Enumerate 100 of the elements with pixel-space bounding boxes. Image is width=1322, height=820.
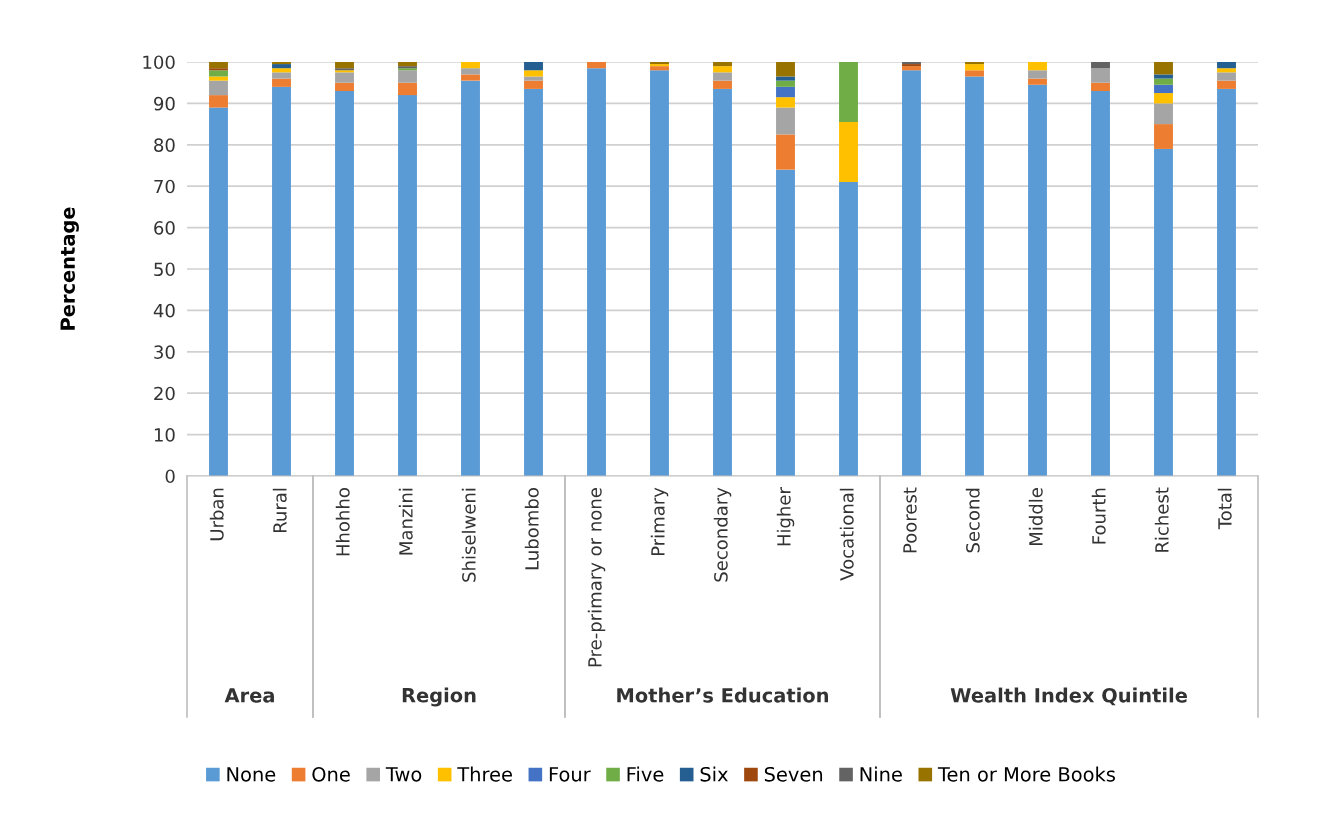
y-tick-label: 0 (165, 469, 175, 484)
legend-label: Three (457, 766, 512, 782)
bar (1091, 68, 1110, 83)
bar (776, 169, 795, 476)
bar (776, 107, 795, 135)
y-tick-label: 90 (154, 96, 175, 111)
bar (272, 72, 291, 79)
bar (272, 86, 291, 476)
bar (587, 68, 606, 476)
bar (335, 62, 354, 69)
bar (398, 82, 417, 96)
bar (398, 70, 417, 83)
bar (965, 76, 984, 476)
bar (398, 62, 417, 67)
bar (650, 66, 669, 71)
bar (524, 70, 543, 77)
bar (587, 62, 606, 69)
bar (1154, 124, 1173, 149)
bar (1091, 90, 1110, 476)
bar (209, 68, 228, 71)
y-tick-label: 30 (154, 345, 175, 359)
bar (524, 62, 543, 71)
bar (713, 66, 732, 73)
bar (1217, 80, 1236, 89)
bar (1028, 70, 1047, 79)
x-tick-label: Manzini (398, 488, 413, 555)
x-tick-label: Middle (1028, 488, 1043, 545)
bar (776, 80, 795, 87)
bar (965, 62, 984, 65)
bar (713, 80, 732, 89)
bar (461, 74, 480, 81)
bar (524, 88, 543, 476)
bar (965, 70, 984, 77)
y-tick-label: 100 (143, 55, 175, 70)
y-tick-label: 60 (154, 221, 175, 235)
text: Wealth Index Quintile (950, 687, 1187, 706)
bar (1154, 78, 1173, 85)
legend-label: Six (700, 766, 728, 782)
bar (1028, 62, 1047, 71)
x-tick-label: Primary (650, 487, 669, 556)
y-tick-label: 20 (154, 386, 175, 401)
x-tick-label: Urban (209, 488, 224, 541)
bar (398, 95, 417, 476)
text: Mother’s Education (617, 687, 828, 703)
bar (1028, 84, 1047, 476)
x-tick-label: Lubombo (524, 488, 539, 570)
x-tick-label: Vocational (839, 488, 854, 581)
bar (524, 80, 543, 89)
x-tick-label: Second (965, 488, 980, 553)
bar (272, 78, 291, 87)
legend-label: Seven (764, 766, 823, 782)
bar (524, 76, 543, 81)
x-tick-label: Shiselweni (461, 488, 476, 582)
bar (713, 62, 732, 67)
y-axis-title: Percentage (60, 207, 79, 330)
bar (1154, 74, 1173, 79)
text: Region (402, 687, 476, 707)
bar (902, 66, 921, 71)
bar (461, 62, 480, 69)
bar (1091, 82, 1110, 91)
bar (776, 97, 795, 108)
bar (1217, 68, 1236, 73)
bar (209, 80, 228, 96)
bar (209, 107, 228, 476)
x-tick-label: Total (1217, 488, 1232, 530)
bar (713, 72, 732, 81)
bar (1217, 62, 1236, 69)
bar (1217, 88, 1236, 476)
legend-label: Nine (860, 766, 902, 782)
x-tick-label: Pre-primary or none (587, 488, 606, 667)
legend-label: Ten or More Books (937, 766, 1115, 782)
bar (965, 64, 984, 71)
bar (335, 90, 354, 476)
y-tick-label: 50 (154, 262, 175, 277)
bar (209, 70, 228, 77)
x-tick-label: Secondary (713, 487, 732, 582)
legend-label: Four (549, 767, 591, 782)
bar (461, 80, 480, 476)
x-tick-label: Rural (272, 488, 287, 533)
bar (1154, 84, 1173, 94)
legend-label: One (312, 766, 350, 782)
bar (839, 182, 858, 476)
legend-label: Two (385, 767, 422, 782)
bar (209, 76, 228, 81)
bar (776, 62, 795, 77)
bar (1154, 103, 1173, 125)
bar (461, 68, 480, 75)
bar (650, 70, 669, 476)
x-tick-label: Hhohho (335, 488, 350, 556)
bar (272, 62, 291, 65)
bar (1154, 93, 1173, 104)
y-tick-label: 70 (154, 179, 175, 194)
bar (272, 64, 291, 69)
bar (1028, 78, 1047, 85)
bar (776, 76, 795, 81)
bar (335, 72, 354, 83)
bar (335, 82, 354, 91)
y-tick-label: 40 (153, 303, 175, 318)
y-tick-label: 10 (154, 428, 175, 442)
x-tick-label: Poorest (903, 487, 917, 553)
